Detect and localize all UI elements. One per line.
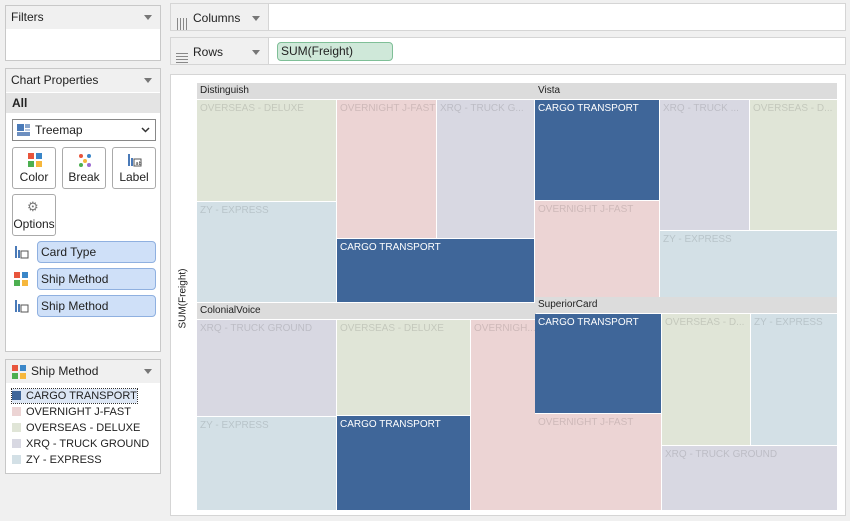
chart-properties-header[interactable]: Chart Properties <box>6 69 160 92</box>
legend-title: Ship Method <box>31 364 99 378</box>
field-row-ship-method-label[interactable]: Ship Method <box>12 295 158 317</box>
chevron-down-icon[interactable] <box>144 369 152 374</box>
label-icon <box>14 245 29 262</box>
legend-item[interactable]: ZY - EXPRESS <box>12 453 102 467</box>
chart-area: SUM(Freight) Distinguish OVERSEAS - DELUX… <box>170 74 846 516</box>
legend-panel: Ship Method CARGO TRANSPORT OVERNIGHT J-F… <box>5 359 161 474</box>
treemap-tile[interactable]: OVERNIGHT J-FAST <box>535 414 662 511</box>
columns-label: Columns <box>193 11 241 25</box>
rows-label: Rows <box>193 45 224 59</box>
chart-type-dropdown[interactable]: Treemap <box>12 119 156 141</box>
treemap-tile[interactable]: CARGO TRANSPORT <box>535 100 660 201</box>
break-dots-icon <box>78 153 92 170</box>
treemap-tile[interactable]: CARGO TRANSPORT <box>337 239 535 303</box>
tab-all-label: All <box>12 96 28 110</box>
svg-text:ab: ab <box>136 161 142 167</box>
treemap-tile[interactable]: OVERNIGHT J-FAST <box>337 100 437 239</box>
treemap-group-header: SuperiorCard <box>535 297 837 313</box>
color-grid-icon <box>12 364 26 387</box>
sum-freight-pill[interactable]: SUM(Freight) <box>277 42 393 61</box>
legend-swatch <box>12 423 21 432</box>
rows-shelf[interactable]: Rows SUM(Freight) <box>170 37 846 65</box>
treemap-tile[interactable]: OVERSEAS - DELUXE <box>197 100 337 202</box>
break-button-label: Break <box>68 170 100 184</box>
legend-swatch <box>12 391 21 400</box>
treemap-group-header: ColonialVoice <box>197 303 536 319</box>
legend-item-label: ZY - EXPRESS <box>26 454 102 466</box>
legend-swatch <box>12 439 21 448</box>
color-grid-icon <box>28 153 42 170</box>
chevron-down-icon[interactable] <box>144 15 152 20</box>
treemap-icon <box>17 124 30 136</box>
treemap-tile[interactable]: CARGO TRANSPORT <box>535 314 662 414</box>
label-icon: ab <box>127 153 142 170</box>
treemap-tile[interactable]: ZY - EXPRESS <box>197 417 337 511</box>
treemap-tile[interactable]: ZY - EXPRESS <box>197 202 337 303</box>
chevron-down-icon <box>141 125 150 137</box>
chevron-down-icon[interactable] <box>252 50 260 55</box>
legend-item-label: XRQ - TRUCK GROUND <box>26 438 150 450</box>
columns-shelf[interactable]: Columns <box>170 3 846 31</box>
label-button-label: Label <box>119 170 149 184</box>
ship-method-label-pill[interactable]: Ship Method <box>37 295 156 317</box>
legend-item[interactable]: CARGO TRANSPORT <box>11 388 138 404</box>
chart-properties-panel: Chart Properties All Treemap Color Break… <box>5 68 161 352</box>
chart-properties-title: Chart Properties <box>11 73 99 87</box>
card-type-pill[interactable]: Card Type <box>37 241 156 263</box>
rows-shelf-label: Rows <box>171 38 269 64</box>
legend-item-label: OVERNIGHT J-FAST <box>26 406 131 418</box>
treemap-tile[interactable]: ZY - EXPRESS <box>660 231 838 298</box>
color-button-label: Color <box>19 170 49 184</box>
treemap-group-header: Distinguish <box>197 83 536 99</box>
treemap-tile[interactable]: OVERNIGHT J-FAST <box>535 201 660 298</box>
field-row-ship-method-color[interactable]: Ship Method <box>12 268 158 290</box>
legend-item[interactable]: OVERSEAS - DELUXE <box>12 421 140 435</box>
legend-swatch <box>12 455 21 464</box>
chart-type-value: Treemap <box>35 123 83 137</box>
filters-header[interactable]: Filters <box>6 6 160 29</box>
legend-item-label: OVERSEAS - DELUXE <box>26 422 141 434</box>
ship-method-color-pill[interactable]: Ship Method <box>37 268 156 290</box>
legend-swatch <box>12 407 21 416</box>
treemap: Distinguish OVERSEAS - DELUXE OVERNIGHT J-… <box>171 75 847 517</box>
break-button[interactable]: Break <box>62 147 106 189</box>
color-button[interactable]: Color <box>12 147 56 189</box>
legend-header[interactable]: Ship Method <box>6 360 160 383</box>
treemap-tile[interactable]: OVERSEAS - DELUXE <box>337 320 471 416</box>
legend-item[interactable]: OVERNIGHT J-FAST <box>12 405 131 419</box>
gear-icon: ⚙ <box>27 199 39 214</box>
treemap-tile[interactable]: CARGO TRANSPORT <box>337 416 471 511</box>
columns-icon <box>176 12 188 40</box>
treemap-group-header: Vista <box>535 83 837 99</box>
options-button-label: Options <box>13 217 55 231</box>
treemap-tile[interactable]: XRQ - TRUCK ... <box>660 100 750 231</box>
columns-shelf-label: Columns <box>171 4 269 30</box>
rows-icon <box>176 46 188 74</box>
field-row-card-type[interactable]: Card Type <box>12 241 158 263</box>
treemap-tile[interactable]: XRQ - TRUCK GROUND <box>662 446 838 511</box>
label-button[interactable]: ab Label <box>112 147 156 189</box>
filters-panel: Filters <box>5 5 161 61</box>
legend-item[interactable]: XRQ - TRUCK GROUND <box>12 437 149 451</box>
treemap-tile[interactable]: XRQ - TRUCK G... <box>437 100 535 239</box>
legend-item-label: CARGO TRANSPORT <box>26 390 137 402</box>
options-button[interactable]: ⚙ Options <box>12 194 56 236</box>
treemap-tile[interactable]: ZY - EXPRESS <box>751 314 838 446</box>
chevron-down-icon[interactable] <box>144 78 152 83</box>
tab-all[interactable]: All <box>6 93 160 113</box>
label-icon <box>14 299 29 316</box>
chevron-down-icon[interactable] <box>252 16 260 21</box>
treemap-tile[interactable]: OVERSEAS - D... <box>662 314 751 446</box>
treemap-tile[interactable]: OVERNIGH... <box>471 320 536 511</box>
color-grid-icon <box>14 272 28 289</box>
treemap-tile[interactable]: OVERSEAS - D... <box>750 100 838 231</box>
filters-title: Filters <box>11 10 44 24</box>
treemap-tile[interactable]: XRQ - TRUCK GROUND <box>197 320 337 417</box>
